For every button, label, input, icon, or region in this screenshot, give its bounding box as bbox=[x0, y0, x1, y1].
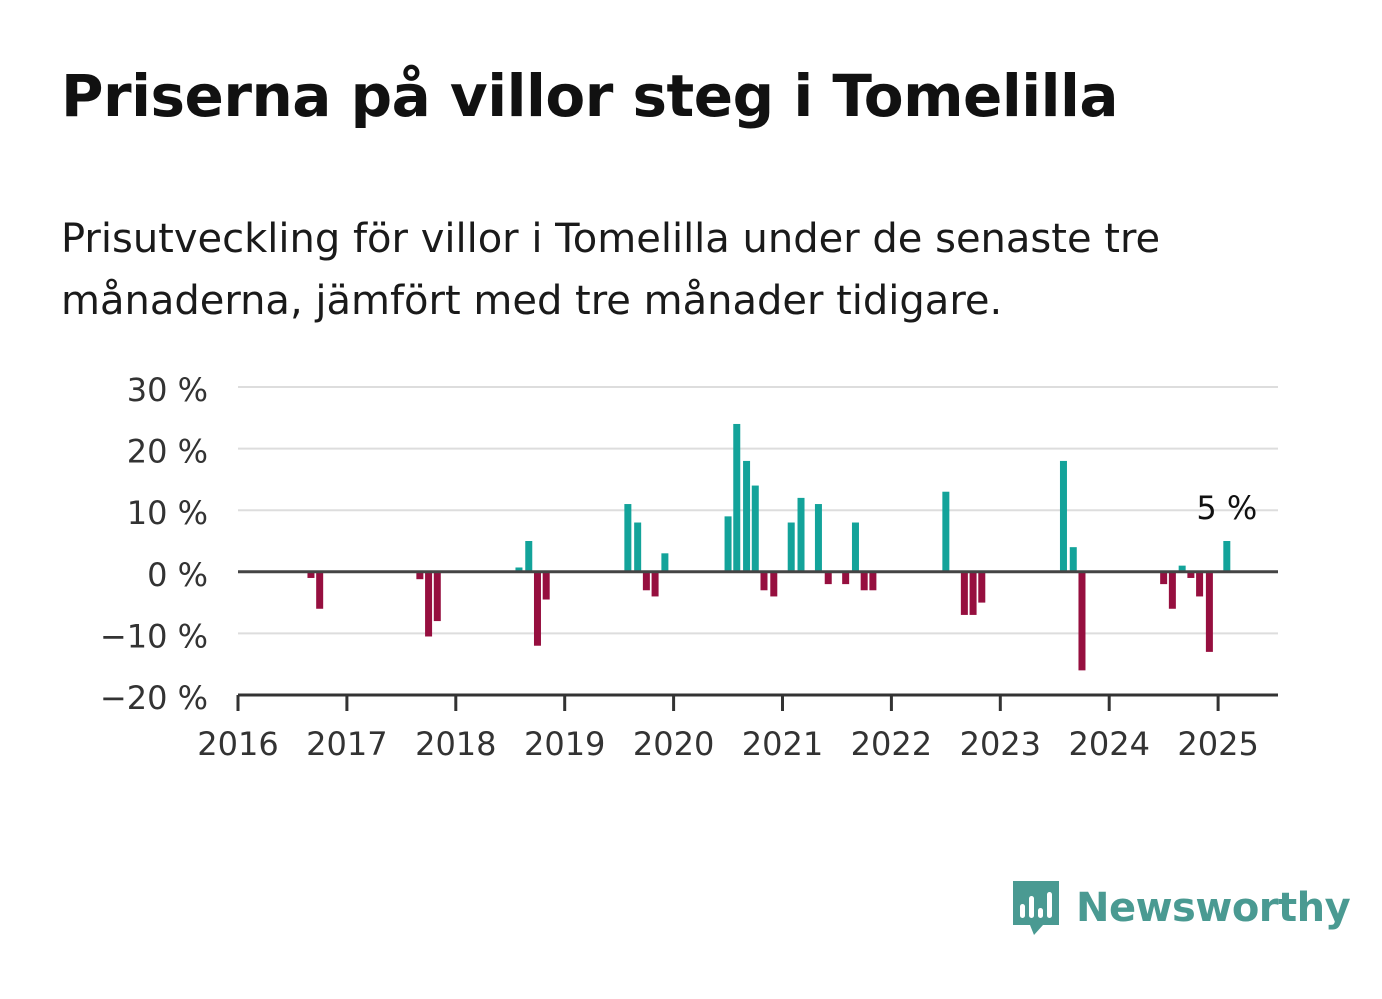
y-tick-label: −20 % bbox=[100, 679, 208, 717]
x-tick-label: 2018 bbox=[415, 725, 496, 763]
bar bbox=[433, 571, 441, 622]
x-tick-label: 2025 bbox=[1177, 725, 1258, 763]
x-tick-label: 2020 bbox=[633, 725, 714, 763]
bar bbox=[797, 497, 805, 572]
bar bbox=[969, 571, 977, 615]
bar bbox=[851, 522, 859, 572]
bar bbox=[1069, 547, 1077, 572]
bar bbox=[860, 571, 868, 591]
x-tick-label: 2021 bbox=[742, 725, 823, 763]
newsworthy-logo[interactable]: Newsworthy bbox=[1010, 878, 1351, 938]
bar bbox=[770, 571, 778, 597]
x-tick-label: 2017 bbox=[306, 725, 387, 763]
bar bbox=[724, 516, 732, 572]
brand-name: Newsworthy bbox=[1076, 885, 1351, 931]
bar bbox=[743, 460, 751, 572]
x-tick-label: 2023 bbox=[960, 725, 1041, 763]
last-value-annotation: 5 % bbox=[1196, 489, 1257, 527]
bar bbox=[814, 504, 822, 572]
axis-labels: 30 % 20 % 10 % 0 % −10 % −20 % 2016 2017 2018 201… bbox=[100, 371, 1259, 763]
bar bbox=[869, 571, 877, 591]
bar bbox=[1168, 571, 1176, 609]
bar bbox=[525, 541, 533, 572]
bar bbox=[1178, 565, 1186, 572]
y-tick-label: 30 % bbox=[127, 371, 208, 409]
bar bbox=[651, 571, 659, 597]
y-tick-label: 10 % bbox=[127, 494, 208, 532]
bar bbox=[1223, 541, 1231, 572]
bar bbox=[842, 571, 850, 585]
bar bbox=[978, 571, 986, 603]
bar bbox=[824, 571, 832, 585]
bar bbox=[1205, 571, 1213, 652]
bar bbox=[307, 571, 315, 578]
bar bbox=[1187, 571, 1195, 578]
bar bbox=[760, 571, 768, 591]
newsworthy-logo-icon bbox=[1013, 881, 1059, 935]
bar bbox=[733, 423, 741, 572]
bar bbox=[316, 571, 324, 609]
bar bbox=[634, 522, 642, 572]
x-tick-label: 2016 bbox=[197, 725, 278, 763]
chart-subtitle: Prisutveckling för villor i Tomelilla un… bbox=[61, 216, 1161, 324]
y-tick-label: 0 % bbox=[147, 556, 208, 594]
bar bbox=[624, 504, 632, 572]
x-tick-label: 2024 bbox=[1068, 725, 1149, 763]
axes bbox=[236, 570, 1278, 711]
bar bbox=[416, 571, 424, 580]
y-tick-label: −10 % bbox=[100, 617, 208, 655]
bar bbox=[533, 571, 541, 646]
bar bbox=[1078, 571, 1086, 671]
bar bbox=[515, 567, 523, 572]
bar bbox=[751, 485, 759, 572]
bar bbox=[642, 571, 650, 591]
bar bbox=[1196, 571, 1204, 597]
bar bbox=[661, 553, 669, 572]
bar bbox=[960, 571, 968, 615]
bar bbox=[942, 491, 950, 572]
chart-title: Priserna på villor steg i Tomelilla bbox=[61, 62, 1119, 130]
x-tick-label: 2019 bbox=[524, 725, 605, 763]
bars bbox=[307, 423, 1231, 671]
y-tick-label: 20 % bbox=[127, 433, 208, 471]
bar bbox=[1160, 571, 1168, 585]
bar bbox=[542, 571, 550, 600]
bar bbox=[787, 522, 795, 572]
bar bbox=[425, 571, 433, 637]
x-tick-label: 2022 bbox=[851, 725, 932, 763]
bar bbox=[1059, 460, 1067, 572]
